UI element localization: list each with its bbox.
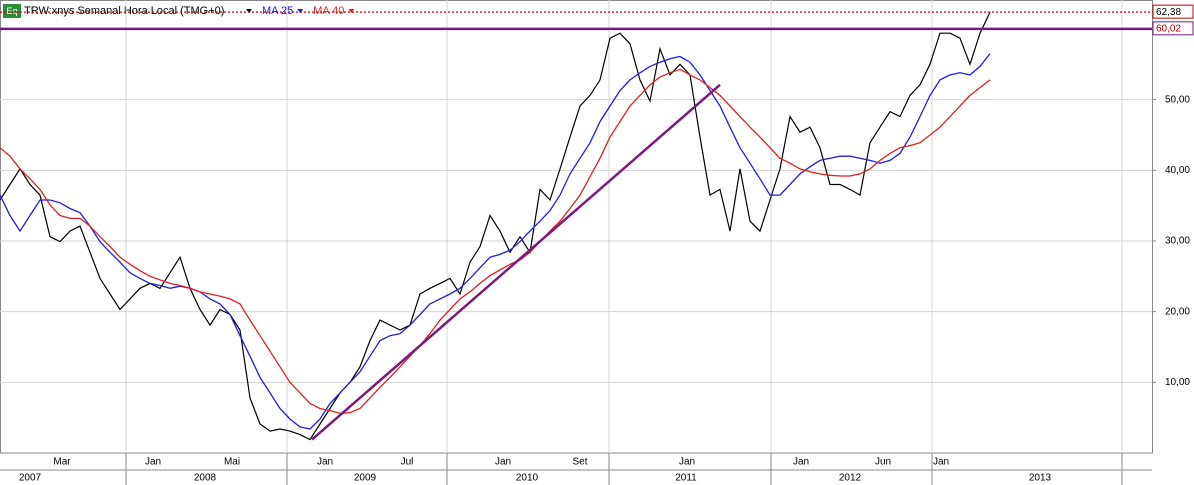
badge: Eq	[6, 6, 17, 16]
x-year-label: 2012	[839, 473, 862, 484]
y-tick-label: 10,00	[1165, 377, 1190, 388]
x-tick-label: Jan	[145, 457, 161, 468]
legend-dropdown[interactable]	[348, 9, 355, 13]
x-tick-label: Set	[572, 457, 587, 468]
level-label: 60,02	[1156, 23, 1181, 34]
x-tick-label: Jan	[679, 457, 695, 468]
y-tick-label: 30,00	[1165, 236, 1190, 247]
x-tick-label: Mai	[224, 457, 240, 468]
series-line	[0, 68, 991, 415]
x-tick-label: Jul	[401, 457, 414, 468]
x-tick-label: Jan	[495, 457, 511, 468]
legend-entry[interactable]: MA 40	[313, 5, 344, 17]
series-line	[0, 53, 991, 430]
level-label-box	[1152, 4, 1194, 19]
x-year-label: 2008	[194, 473, 217, 484]
x-year-label: 2011	[675, 473, 697, 484]
legend-dropdown[interactable]	[297, 9, 304, 13]
x-tick-label: Mar	[53, 457, 71, 468]
y-tick-label: 50,00	[1165, 94, 1190, 105]
series-line	[0, 11, 991, 441]
x-tick-label: Jan	[317, 457, 333, 468]
level-label-box	[1152, 21, 1194, 36]
x-year-label: 2009	[354, 473, 377, 484]
x-year-label: 2010	[516, 473, 539, 484]
x-tick-label: Jun	[875, 457, 891, 468]
x-year-label: 2007	[19, 473, 42, 484]
level-label: 62,38	[1156, 7, 1181, 18]
legend-entry[interactable]: MA 25	[262, 5, 293, 17]
badge-box	[3, 4, 21, 18]
dropdown[interactable]	[246, 9, 252, 13]
x-tick-label: Jan	[933, 457, 949, 468]
plot-frame	[0, 0, 1153, 454]
chart-title[interactable]: TRW:xnys Semanal Hora Local (TMG+0)	[24, 5, 224, 17]
x-year-label: 2013	[1029, 473, 1052, 484]
trendline	[311, 83, 721, 441]
x-tick-label: Jan	[793, 457, 809, 468]
y-tick-label: 40,00	[1165, 165, 1190, 176]
y-tick-label: 20,00	[1165, 306, 1190, 317]
